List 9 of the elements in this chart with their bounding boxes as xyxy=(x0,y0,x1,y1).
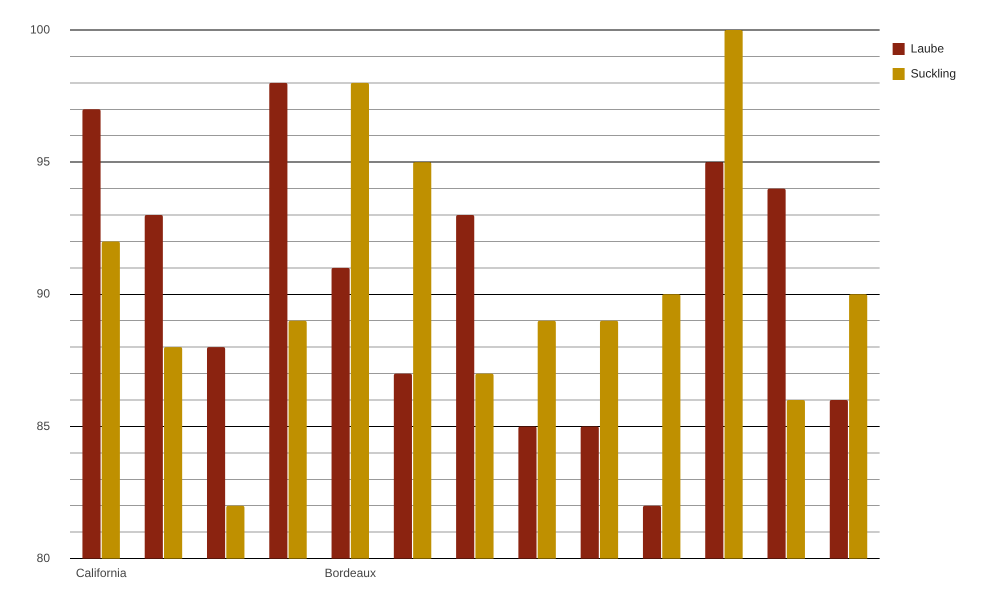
y-tick-label: 95 xyxy=(36,154,50,168)
x-tick-label: Bordeaux xyxy=(324,566,376,580)
x-tick-label: California xyxy=(76,566,127,580)
legend-label: Laube xyxy=(910,41,944,56)
y-tick-label: 100 xyxy=(30,22,50,36)
y-tick-label: 85 xyxy=(36,418,50,433)
y-tick-label: 80 xyxy=(36,550,50,565)
legend-label: Suckling xyxy=(910,66,956,80)
y-tick-label: 90 xyxy=(36,286,50,301)
